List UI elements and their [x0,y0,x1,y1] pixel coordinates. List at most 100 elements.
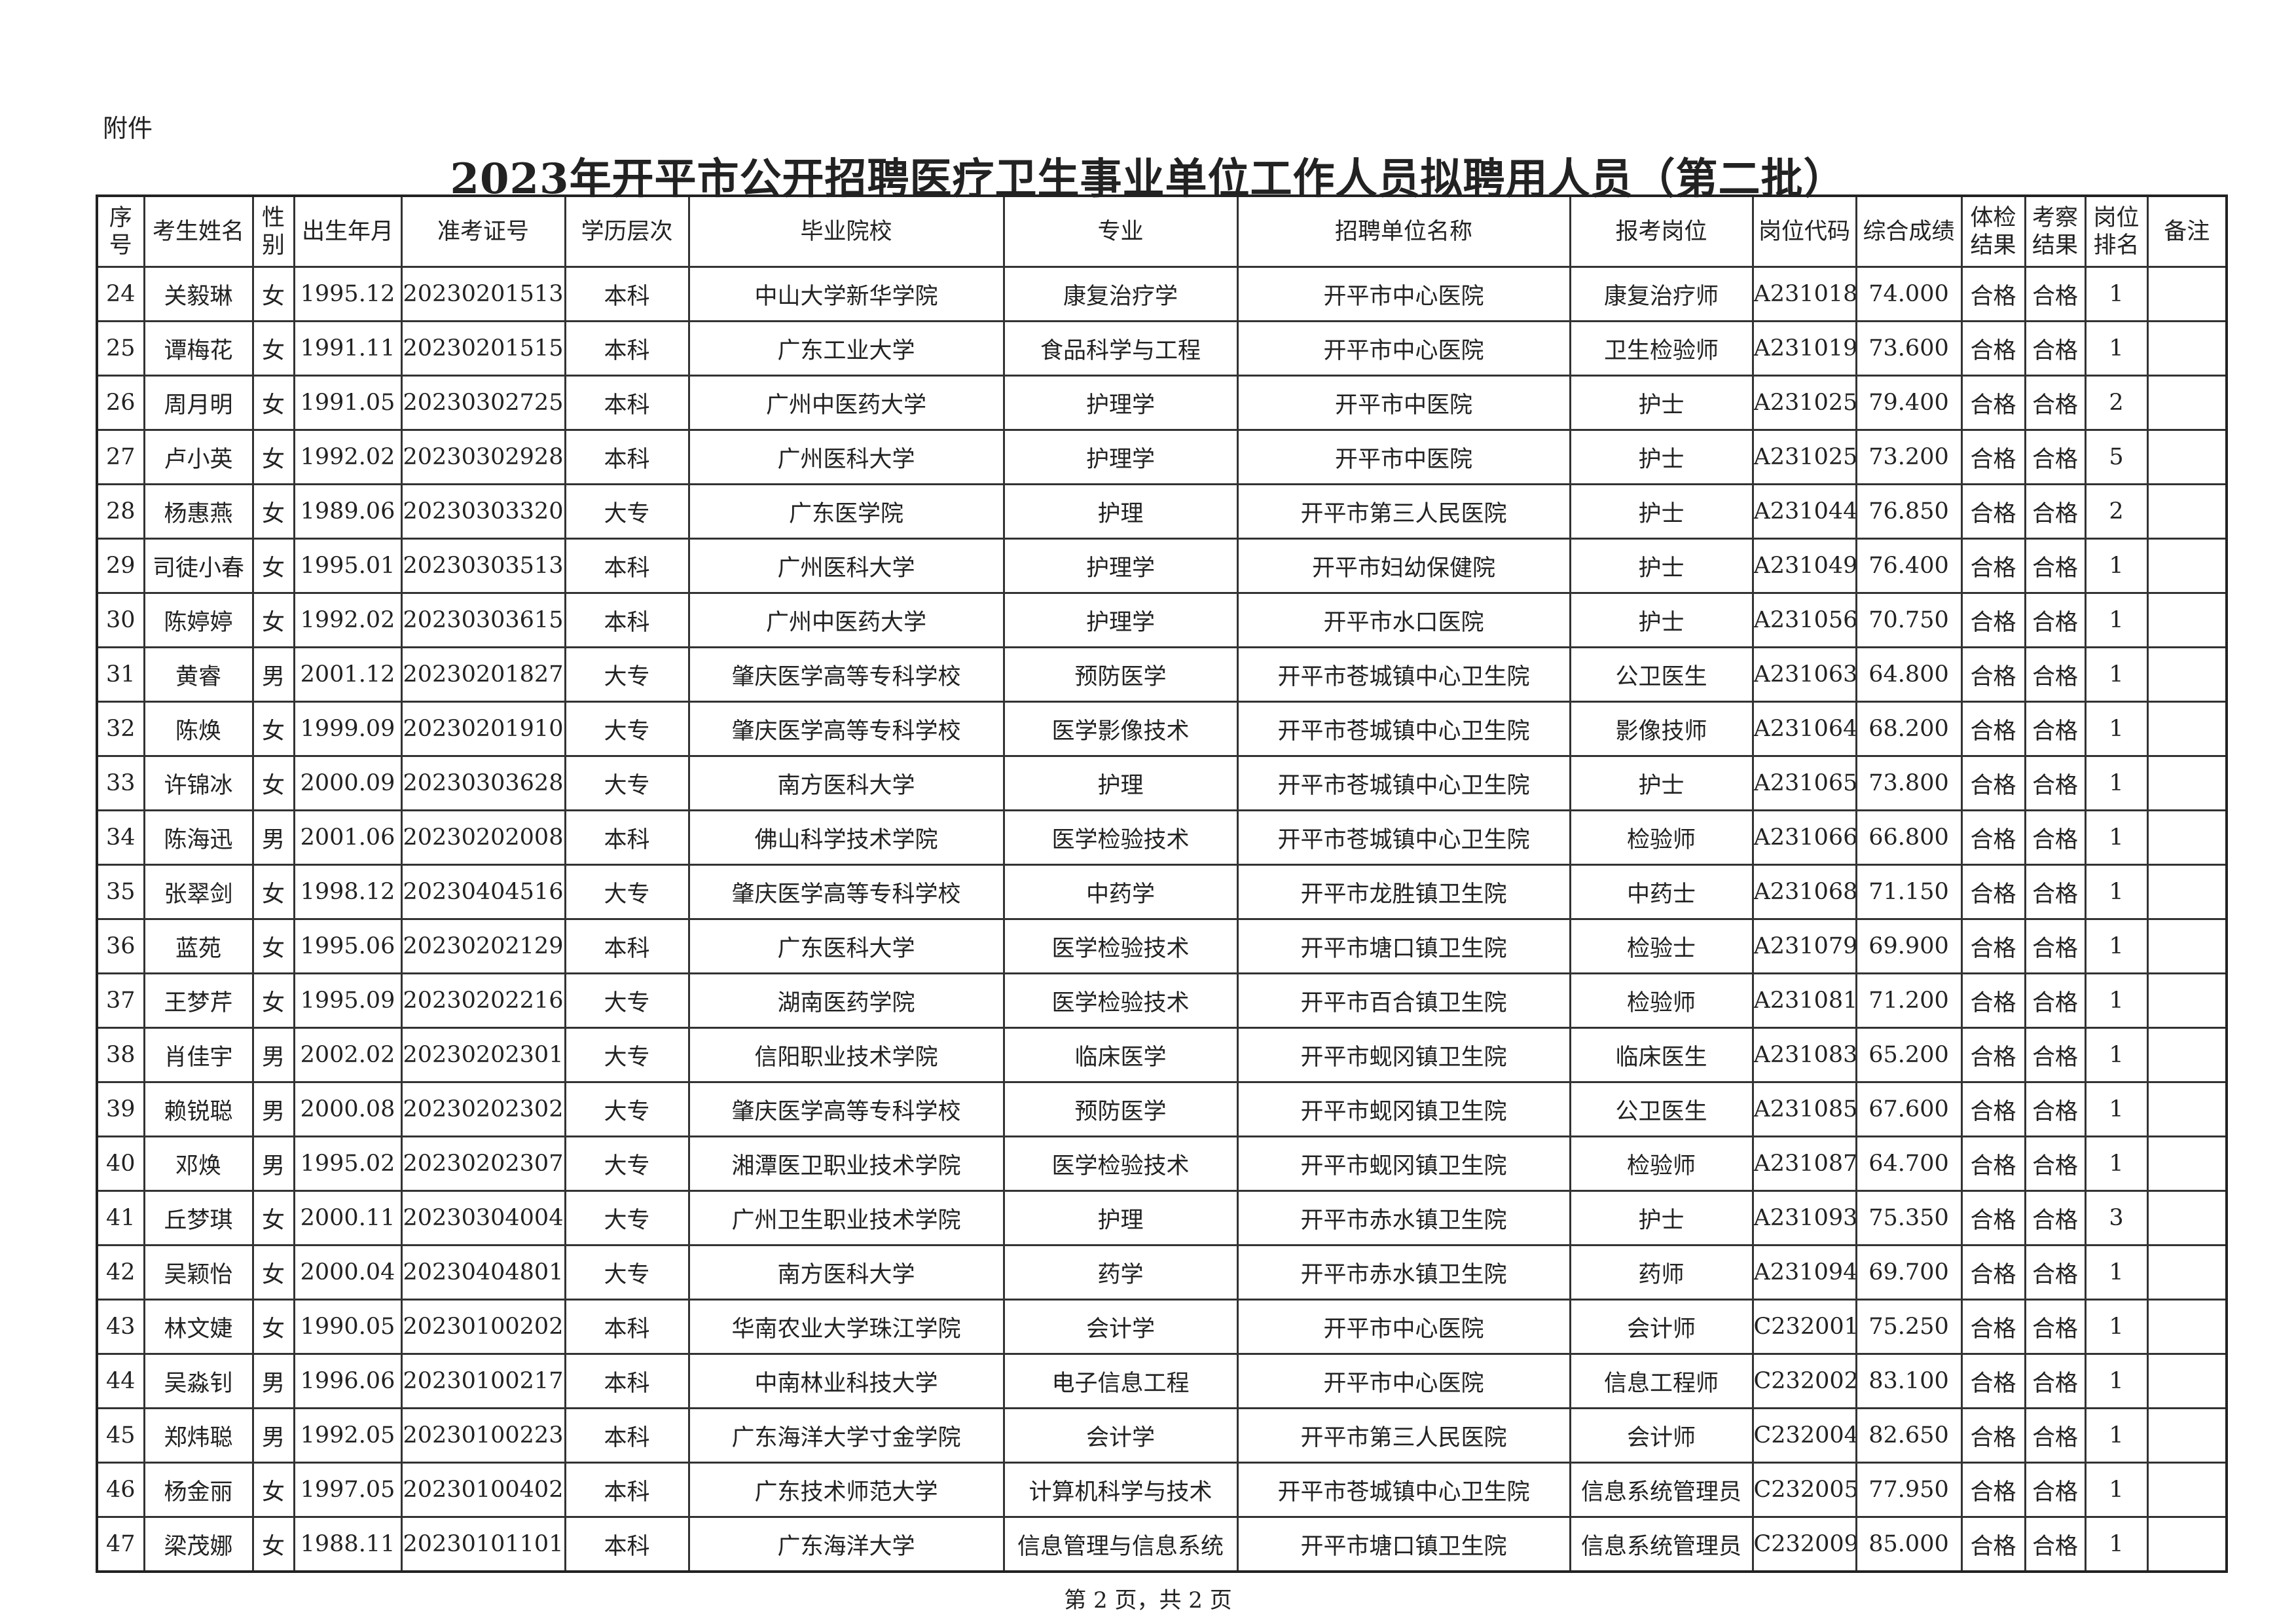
table-cell: 73.800 [1855,755,1963,811]
table-row: 27 卢小英女 1992.02 20230302928 本科 广州医科大学 护理学 开平市中医… [96,429,2228,485]
table-cell: 本科 [564,1353,690,1409]
table-cell: 1 [2084,1407,2149,1464]
table-cell [2146,1516,2228,1573]
table-cell: 周月明 [143,375,254,431]
table-cell: 临床医生 [1569,1027,1754,1083]
table-cell: 合格 [2024,1244,2086,1301]
table-cell: 开平市水口医院 [1236,592,1571,648]
table-cell: 合格 [2024,483,2086,540]
table-cell: 1998.12 [293,864,403,920]
table-cell: 合格 [2024,918,2086,974]
table-cell: 本科 [564,538,690,594]
table-cell [2146,1081,2228,1137]
table-cell: A231083 [1751,1027,1857,1083]
table-cell [2146,809,2228,866]
table-cell: 合格 [1960,1299,2026,1355]
table-cell: 合格 [2024,701,2086,757]
table-cell: 女 [251,429,295,485]
table-cell: 男 [251,1135,295,1192]
table-cell: 66.800 [1855,809,1963,866]
table-cell: C232002 [1751,1353,1857,1409]
table-cell: 20230302725 [400,375,566,431]
table-cell: 20230202301 [400,1027,566,1083]
table-cell: 31 [96,646,145,703]
table-row: 24 关毅琳女 1995.12 20230201513 本科 中山大学新华学院 康复治疗学开… [96,266,2228,322]
table-cell: 1995.02 [293,1135,403,1192]
table-cell: 邓焕 [143,1135,254,1192]
table-cell: 1995.12 [293,266,403,322]
table-cell: 本科 [564,375,690,431]
table-cell: 合格 [2024,1190,2086,1246]
column-header: 考生姓名 [143,194,254,268]
table-cell: 杨金丽 [143,1462,254,1518]
table-cell: 医学检验技术 [1002,1135,1239,1192]
table-cell: 40 [96,1135,145,1192]
table-cell: 合格 [2024,864,2086,920]
table-row: 47 梁茂娜女 1988.11 20230101101 本科 广东海洋大学 信息管理与信息系… [96,1516,2228,1573]
table-cell: 32 [96,701,145,757]
table-cell: 肇庆医学高等专科学校 [687,646,1005,703]
table-cell [2146,483,2228,540]
table-cell: A231063 [1751,646,1857,703]
table-cell: 71.200 [1855,972,1963,1029]
table-cell: 合格 [1960,1244,2026,1301]
table-cell [2146,1135,2228,1192]
table-cell [2146,1407,2228,1464]
table-cell: 74.000 [1855,266,1963,322]
table-cell: 卢小英 [143,429,254,485]
table-row: 39 赖锐聪男 2000.08 20230202302 大专 肇庆医学高等专科学校 预防医学… [96,1081,2228,1137]
table-cell: 合格 [2024,1081,2086,1137]
table-cell: 合格 [2024,972,2086,1029]
table-cell: 2000.04 [293,1244,403,1301]
table-cell: 开平市赤水镇卫生院 [1236,1190,1571,1246]
table-cell: A231025 [1751,429,1857,485]
table-cell: 卫生检验师 [1569,320,1754,377]
table-cell: A231044 [1751,483,1857,540]
column-header: 岗位代码 [1751,194,1857,268]
table-cell: 南方医科大学 [687,755,1005,811]
table-cell: 关毅琳 [143,266,254,322]
table-cell: 蓝苑 [143,918,254,974]
table-cell: 1992.02 [293,429,403,485]
table-cell: A231093 [1751,1190,1857,1246]
table-cell: A231049 [1751,538,1857,594]
table-cell: 大专 [564,1135,690,1192]
table-cell: 1 [2084,972,2149,1029]
table-cell: 合格 [1960,1135,2026,1192]
table-cell: 男 [251,646,295,703]
table-cell: 本科 [564,429,690,485]
table-cell: 45 [96,1407,145,1464]
table-cell: 1 [2084,755,2149,811]
table-cell: 77.950 [1855,1462,1963,1518]
table-cell: 大专 [564,1027,690,1083]
table-row: 34 陈海迅男 2001.06 20230202008 本科 佛山科学技术学院 医学检验技术… [96,809,2228,866]
table-cell: 44 [96,1353,145,1409]
table-cell: 36 [96,918,145,974]
candidates-table: 序号 考生姓名 性别 出生年月 准考证号 学历层次 毕业院校 专业 招聘单位名称 报考岗位 岗位代码… [96,194,2228,1573]
table-cell: 37 [96,972,145,1029]
table-cell: 合格 [1960,538,2026,594]
table-cell: 开平市中心医院 [1236,1299,1571,1355]
table-cell: 男 [251,1027,295,1083]
table-cell: 69.700 [1855,1244,1963,1301]
column-header: 出生年月 [293,194,403,268]
table-cell: 广州卫生职业技术学院 [687,1190,1005,1246]
table-cell: 20230100402 [400,1462,566,1518]
table-cell: 赖锐聪 [143,1081,254,1137]
table-cell: 43 [96,1299,145,1355]
table-cell: 20230100217 [400,1353,566,1409]
table-cell: 1 [2084,1135,2149,1192]
table-cell: 1996.06 [293,1353,403,1409]
table-cell: 合格 [2024,266,2086,322]
table-cell: 20230303628 [400,755,566,811]
table-cell [2146,918,2228,974]
table-cell: 谭梅花 [143,320,254,377]
table-cell: 开平市百合镇卫生院 [1236,972,1571,1029]
table-cell [2146,1299,2228,1355]
table-cell: 湘潭医卫职业技术学院 [687,1135,1005,1192]
table-cell: 1 [2084,1027,2149,1083]
table-cell: 28 [96,483,145,540]
table-cell: 电子信息工程 [1002,1353,1239,1409]
table-cell: 康复治疗师 [1569,266,1754,322]
table-cell [2146,864,2228,920]
